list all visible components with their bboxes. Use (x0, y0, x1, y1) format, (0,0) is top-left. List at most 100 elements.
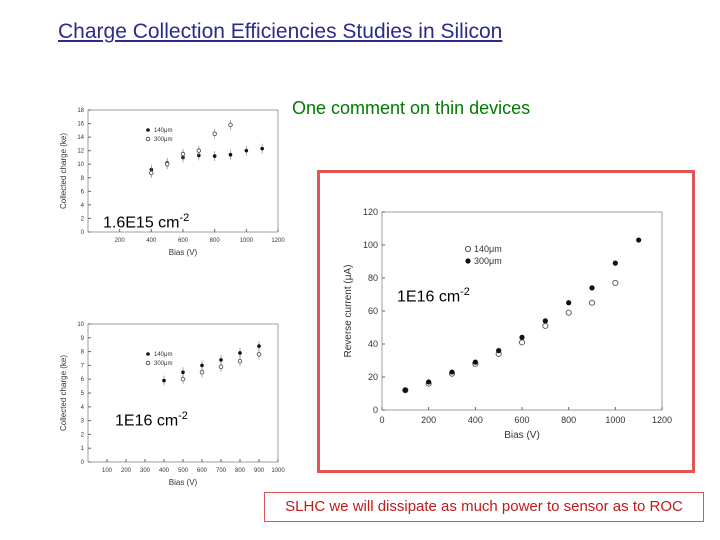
y-tick-label: 80 (368, 273, 378, 283)
x-tick-label: 600 (197, 468, 208, 474)
data-point-300μm (472, 359, 478, 365)
fluence-label-3: 1E16 cm-2 (115, 410, 188, 430)
y-axis-label: Reverse current (μA) (343, 264, 354, 357)
data-point-300μm (218, 364, 224, 370)
y-tick-label: 1 (81, 446, 85, 452)
y-tick-label: 2 (81, 216, 85, 222)
y-tick-label: 0 (81, 230, 85, 236)
data-point-300μm (402, 387, 408, 393)
y-tick-label: 6 (81, 377, 85, 383)
data-point-140μm (162, 378, 166, 383)
x-axis-label: Bias (V) (169, 248, 198, 257)
x-tick-label: 600 (514, 415, 529, 425)
charge-plot-1p6e15: 200 400 600 800 1000 1200 0 2 4 6 8 10 12 14 16 18 Bias … (56, 104, 285, 259)
y-tick-label: 7 (81, 363, 85, 369)
fluence-label-2-exp: -2 (460, 286, 470, 298)
slide-title: Charge Collection Efficiencies Studies i… (58, 20, 503, 43)
x-tick-label: 400 (159, 468, 170, 474)
data-point-300μm (519, 334, 525, 340)
data-point-300μm (212, 131, 217, 136)
x-tick-label: 1000 (605, 415, 625, 425)
y-tick-label: 20 (368, 372, 378, 382)
data-point-300μm (612, 260, 618, 266)
data-point-140μm (219, 358, 223, 362)
data-point-300μm (180, 376, 186, 382)
y-tick-label: 14 (77, 135, 84, 141)
data-point-140μm (238, 351, 242, 355)
data-point-300μm (149, 170, 154, 176)
data-point-300μm (449, 369, 455, 375)
y-axis-label: Collected charge (ke) (59, 355, 68, 431)
y-tick-label: 100 (363, 240, 378, 250)
y-tick-label: 8 (81, 176, 85, 182)
y-tick-label: 10 (77, 162, 84, 168)
data-point-300μm (589, 285, 595, 291)
x-tick-label: 400 (146, 238, 157, 244)
data-point-300μm (426, 379, 432, 385)
y-tick-label: 16 (77, 122, 84, 128)
legend-marker (465, 258, 471, 264)
y-tick-label: 6 (81, 189, 85, 195)
y-tick-label: 4 (81, 405, 85, 411)
fluence-label-1: 1.6E15 cm-2 (103, 212, 189, 232)
data-point-300μm (636, 237, 642, 243)
y-tick-label: 3 (81, 419, 85, 425)
fluence-label-1-exp: -2 (179, 212, 190, 224)
y-tick-label: 5 (81, 391, 85, 397)
data-point-140μm (257, 344, 261, 348)
y-tick-label: 8 (81, 350, 85, 356)
x-axis-label: Bias (V) (169, 478, 198, 487)
x-tick-label: 600 (178, 238, 189, 244)
data-point-300μm (199, 370, 205, 375)
x-tick-label: 700 (216, 468, 227, 474)
y-axis-label: Collected charge (ke) (59, 133, 68, 209)
reverse-current-plot: 0 200 400 600 800 1000 1200 0 20 40 60 80 100 120 Bias… (340, 200, 680, 455)
legend-label: 140μm (474, 244, 502, 254)
data-point-140μm (212, 154, 217, 158)
y-tick-label: 0 (373, 405, 378, 415)
x-tick-label: 800 (210, 238, 221, 244)
data-point-300μm (228, 122, 233, 128)
data-point-140μm (518, 339, 526, 346)
data-point-140μm (200, 363, 204, 368)
legend-marker (145, 136, 151, 142)
chart-svg-2: 100 200 300 400 500 600 700 800 900 1000 0 1 2 3 4 5 6 7 8… (59, 322, 285, 487)
y-tick-label: 18 (77, 108, 84, 114)
x-tick-label: 900 (254, 468, 265, 474)
y-tick-label: 60 (368, 306, 378, 316)
fluence-label-2: 1E16 cm-2 (397, 286, 470, 306)
data-point-140μm (244, 148, 249, 153)
x-tick-label: 500 (178, 468, 189, 474)
power-note: SLHC we will dissipate as much power to … (264, 492, 704, 522)
x-tick-label: 300 (140, 468, 151, 474)
fluence-label-3-base: 1E16 cm (115, 412, 179, 430)
y-tick-label: 12 (77, 149, 84, 155)
x-tick-label: 400 (468, 415, 483, 425)
chart-svg-1: 0 200 400 600 800 1000 1200 0 20 40 60 80 100 120 Bias… (343, 207, 672, 441)
x-tick-label: 200 (421, 415, 436, 425)
fluence-label-3-exp: -2 (178, 410, 188, 422)
legend-marker (146, 352, 150, 356)
legend-label: 300μm (154, 137, 172, 143)
x-tick-label: 1000 (240, 238, 254, 244)
data-point-140μm (228, 152, 233, 157)
charge-plot-1e16: 100 200 300 400 500 600 700 800 900 1000 0 1 2 3 4 5 6 7 8… (56, 316, 285, 491)
data-point-140μm (181, 370, 185, 375)
x-tick-label: 1200 (271, 238, 285, 244)
data-point-300μm (256, 352, 262, 357)
legend-marker (464, 245, 472, 253)
data-point-300μm (237, 359, 243, 364)
y-tick-label: 120 (363, 207, 378, 217)
x-tick-label: 0 (379, 415, 384, 425)
x-tick-label: 100 (102, 468, 113, 474)
legend-label: 140μm (154, 352, 172, 358)
legend-label: 300μm (154, 361, 172, 367)
thin-devices-comment: One comment on thin devices (292, 98, 531, 118)
plot-frame (381, 211, 663, 411)
data-point-140μm (260, 146, 264, 151)
y-tick-label: 10 (77, 322, 84, 328)
data-point-300μm (542, 318, 548, 324)
y-tick-label: 4 (81, 203, 85, 209)
x-tick-label: 200 (121, 468, 132, 474)
y-tick-label: 2 (81, 432, 85, 438)
